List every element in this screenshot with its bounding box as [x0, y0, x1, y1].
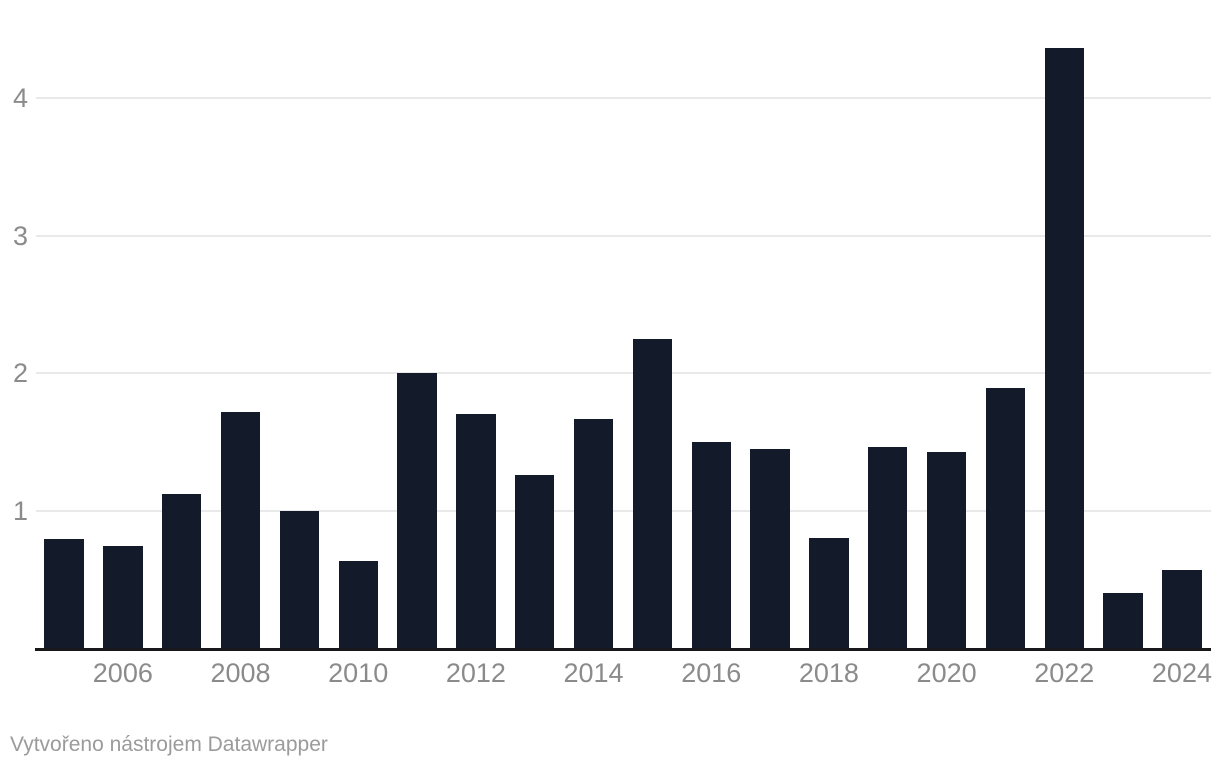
x-tick-label-2020: 2020	[916, 658, 977, 688]
bar-2009[interactable]	[279, 510, 320, 648]
bar-2012[interactable]	[456, 414, 496, 648]
x-axis-baseline	[35, 648, 1211, 651]
x-tick-label-2016: 2016	[681, 658, 742, 688]
x-tick-label-2014: 2014	[563, 658, 624, 688]
x-tick-label-2008: 2008	[210, 658, 271, 688]
gridline-3	[36, 234, 1211, 237]
x-tick-label-2018: 2018	[798, 658, 859, 688]
x-tick-label-2010: 2010	[328, 658, 389, 688]
x-tick-label-2006: 2006	[92, 658, 153, 688]
x-tick-label-2024: 2024	[1151, 658, 1212, 688]
bar-2015[interactable]	[632, 338, 673, 648]
bar-2024[interactable]	[1162, 569, 1202, 648]
attribution-link[interactable]: Vytvořeno nástrojem Datawrapper	[10, 733, 328, 756]
bar-2020[interactable]	[926, 451, 967, 648]
bar-2011[interactable]	[397, 373, 437, 648]
bar-2010[interactable]	[338, 561, 378, 648]
bar-2013[interactable]	[515, 474, 555, 648]
bar-2018[interactable]	[809, 538, 849, 648]
bar-2016[interactable]	[691, 441, 731, 648]
gridline-1	[36, 509, 1211, 512]
bar-2006[interactable]	[103, 546, 143, 648]
x-tick-label-2012: 2012	[445, 658, 506, 688]
y-tick-label-3: 3	[12, 220, 28, 251]
bar-2022[interactable]	[1044, 47, 1084, 648]
y-tick-label-4: 4	[12, 83, 28, 114]
x-tick-label-2022: 2022	[1034, 658, 1095, 688]
bar-2008[interactable]	[220, 411, 261, 648]
bar-2019[interactable]	[868, 447, 908, 648]
bar-2023[interactable]	[1103, 593, 1143, 648]
gridline-2	[36, 372, 1211, 375]
bar-2005[interactable]	[44, 539, 84, 648]
bar-2021[interactable]	[985, 388, 1026, 648]
bar-2014[interactable]	[573, 418, 614, 648]
y-tick-label-1: 1	[12, 495, 28, 526]
gridline-4	[36, 97, 1211, 100]
bar-2007[interactable]	[161, 494, 202, 648]
y-tick-label-2: 2	[12, 358, 28, 389]
bar-2017[interactable]	[750, 448, 790, 648]
